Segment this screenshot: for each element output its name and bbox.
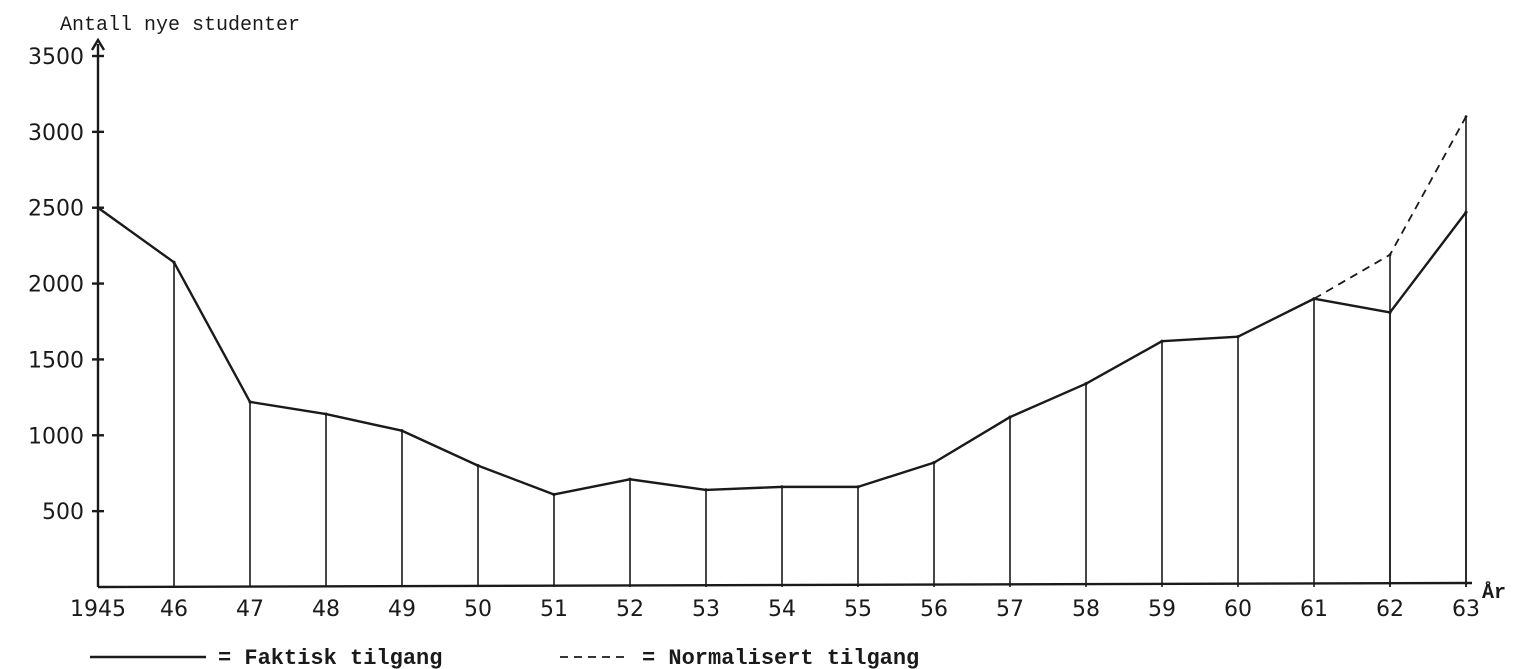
data-point-normalisert — [1464, 115, 1468, 119]
y-tick-label: 3500 — [28, 45, 84, 70]
x-axis-line — [97, 581, 1473, 589]
y-tick-label: 2000 — [28, 273, 84, 298]
x-tick-label: 1945 — [70, 597, 126, 622]
data-point-faktisk — [1388, 310, 1392, 314]
x-tick-label: 52 — [616, 597, 644, 622]
data-point-faktisk — [1464, 210, 1468, 214]
data-point-faktisk — [476, 464, 480, 468]
data-point-faktisk — [856, 485, 860, 489]
data-point-faktisk — [248, 400, 252, 404]
data-point-faktisk — [172, 260, 176, 264]
series-group — [96, 115, 1468, 497]
x-tick-label: 61 — [1300, 597, 1328, 622]
x-tick-label: 51 — [540, 597, 568, 622]
legend: = Faktisk tilgang = Normalisert tilgang — [90, 646, 919, 669]
x-tick-label: 54 — [768, 597, 796, 622]
data-point-faktisk — [704, 488, 708, 492]
y-ticks: 500 1000 1500 2000 2500 3000 3500 — [28, 45, 104, 525]
data-point-normalisert — [1388, 253, 1392, 257]
y-tick-label: 500 — [42, 500, 84, 525]
data-point-faktisk — [932, 460, 936, 465]
data-point-faktisk — [1084, 382, 1088, 386]
y-axis-arrow — [90, 37, 106, 51]
x-tick-label: 60 — [1224, 597, 1252, 622]
x-tick-label: 57 — [996, 597, 1024, 622]
data-point-faktisk — [1008, 415, 1012, 419]
data-point-faktisk — [1160, 339, 1164, 343]
x-tick-label: 56 — [920, 597, 948, 622]
y-tick-label: 2500 — [28, 197, 84, 222]
data-point-faktisk — [780, 485, 784, 489]
x-tick-label: 47 — [236, 597, 264, 622]
data-point-faktisk — [400, 429, 404, 433]
x-tick-label: 55 — [844, 597, 872, 622]
x-tick-label: 63 — [1452, 597, 1480, 622]
x-tick-label: 59 — [1148, 597, 1176, 622]
x-axis-label: År — [1482, 580, 1506, 605]
y-tick-label: 1000 — [28, 424, 84, 449]
data-point-faktisk — [552, 492, 556, 497]
x-tick-label: 58 — [1072, 597, 1100, 622]
data-point-faktisk — [628, 477, 632, 481]
data-point-normalisert — [1312, 297, 1316, 301]
series-line-faktisk — [97, 206, 1467, 496]
y-tick-label: 3000 — [28, 121, 84, 146]
y-axis-label: Antall nye studenter — [60, 14, 300, 37]
x-tick-label: 50 — [464, 597, 492, 622]
legend-item-faktisk: = Faktisk tilgang — [218, 646, 442, 669]
y-tick-label: 1500 — [28, 348, 84, 373]
x-tick-label: 48 — [312, 597, 340, 622]
x-tick-label: 62 — [1376, 597, 1404, 622]
x-ticks: 1945 46 47 48 49 50 51 52 53 54 55 56 57 58 59 60 61 62 63 — [70, 597, 1480, 622]
data-point-faktisk — [324, 412, 328, 416]
x-tick-label: 53 — [692, 597, 720, 622]
x-tick-label: 46 — [160, 597, 188, 622]
legend-item-normalisert: = Normalisert tilgang — [642, 646, 919, 669]
data-point-faktisk — [1236, 335, 1240, 339]
x-tick-label: 49 — [388, 597, 416, 622]
drop-lines — [97, 116, 1467, 587]
